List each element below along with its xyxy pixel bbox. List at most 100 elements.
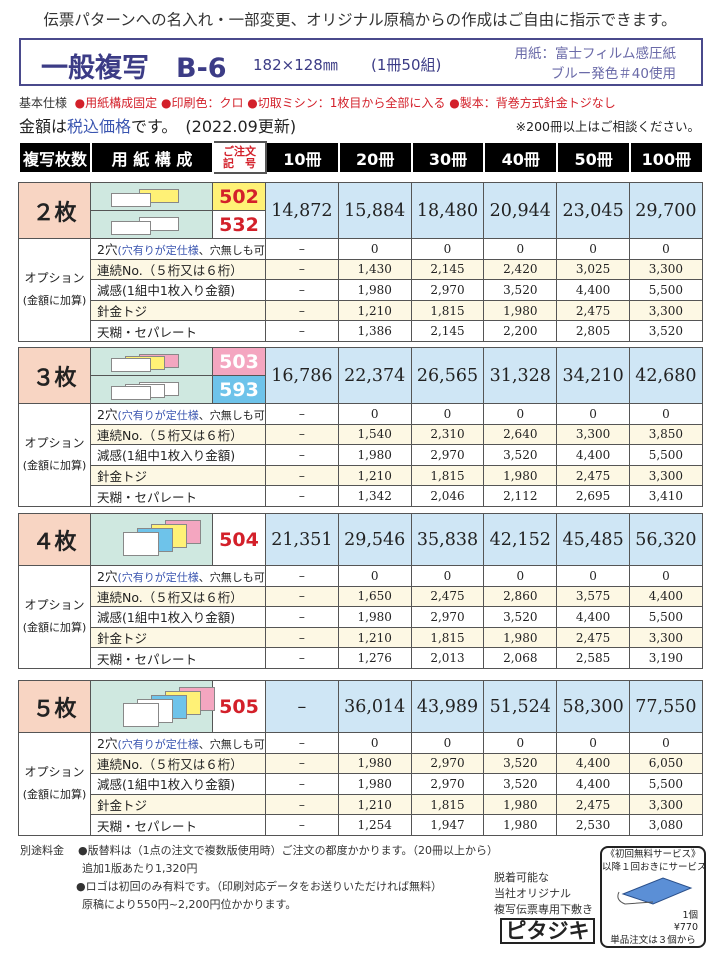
option-price: 3,025 (556, 258, 630, 281)
option-price: 2,530 (556, 814, 630, 836)
option-price: 0 (556, 238, 630, 260)
option-price: 2,068 (483, 647, 558, 669)
option-price: – (265, 238, 339, 260)
service-title: 《初回無料サービス》 (605, 849, 701, 860)
option-price: 1,540 (337, 423, 412, 446)
option-label: 連続No.（５桁又は６桁） (90, 423, 266, 446)
paper-line-2: ブルー発色＃40使用 (550, 66, 676, 82)
product-title: 一般複写 B-6 (41, 53, 227, 84)
extra-fee-label: 別途料金 (20, 844, 64, 857)
underlay-board-icon (617, 877, 693, 905)
option-price: 2,585 (556, 647, 630, 669)
base-price: 45,485 (556, 513, 630, 566)
option-price: – (265, 403, 339, 425)
option-price: 3,300 (628, 793, 703, 816)
option-price: – (265, 279, 339, 301)
option-sub: (金額に加算) (22, 788, 87, 802)
option-price: 0 (556, 403, 630, 425)
option-price: 2,970 (410, 773, 485, 795)
option-price: 0 (410, 732, 485, 754)
option-price: 2,475 (556, 793, 630, 816)
option-price: – (265, 444, 339, 466)
option-price: – (265, 773, 339, 795)
option-price: – (265, 752, 339, 775)
option-price: 0 (556, 732, 630, 754)
option-price: 1,815 (410, 299, 485, 322)
base-price: 29,546 (337, 513, 412, 566)
spec-item: ●印刷色：クロ (160, 96, 244, 110)
column-header: 50冊 (556, 141, 631, 174)
option-price: 0 (628, 238, 703, 260)
fee-line: ●ロゴは初回のみ有料です。（印刷対応データをお送りいただければ無料） (76, 880, 442, 893)
option-price: 3,080 (628, 814, 703, 836)
order-code: 504 (212, 513, 266, 566)
fee-line: 追加1版あたり1,320円 (82, 862, 198, 875)
option-label: 2穴(穴有りが定仕様、穴無しも可) (90, 238, 266, 260)
base-price-row: ４枚 504 21,351 29,546 35,838 42,152 45,485 56,32… (18, 513, 703, 566)
option-header: オプション (金額に加算) (18, 403, 91, 507)
min-order: 単品注文は３個から (610, 935, 696, 946)
option-price: 2,970 (410, 279, 485, 301)
option-price: 1,342 (337, 485, 412, 507)
option-row: 天糊・セパレート –1,276 2,013 2,068 2,585 3,190 (19, 647, 703, 669)
option-price: 1,980 (483, 793, 558, 816)
option-price: 0 (483, 238, 558, 260)
option-price: 0 (337, 403, 412, 425)
base-price: 51,524 (483, 680, 558, 733)
option-price: 2,420 (483, 258, 558, 281)
option-row: 針金トジ –1,210 1,815 1,980 2,475 3,300 (19, 793, 703, 816)
option-price: 1,980 (337, 444, 412, 466)
spec-item: ●製本：背巻方式針金トジなし (449, 96, 616, 110)
option-price: 1,947 (410, 814, 485, 836)
base-price: 22,374 (337, 347, 412, 404)
paper-diagram (90, 347, 213, 376)
option-price: 1,980 (483, 626, 558, 649)
option-price: 5,500 (628, 444, 703, 466)
option-label: 針金トジ (90, 299, 266, 322)
option-price: 1,210 (337, 793, 412, 816)
option-label: 減感(1組中1枚入り金額) (90, 773, 266, 795)
copy-count: ２枚 (18, 182, 91, 239)
pitajiki-desc: 脱着可能な 当社オリジナル 複写伝票専用下敷き (494, 870, 593, 918)
column-header: 10冊 (265, 141, 340, 174)
option-row: オプション (金額に加算) 2穴(穴有りが定仕様、穴無しも可) –0 0 0 0 0 (18, 565, 703, 669)
option-label: 減感(1組中1枚入り金額) (90, 444, 266, 466)
option-label: 2穴(穴有りが定仕様、穴無しも可) (90, 403, 266, 425)
option-price: 1,210 (337, 464, 412, 487)
option-price: 2,475 (556, 299, 630, 322)
option-header: オプション (金額に加算) (18, 238, 91, 342)
option-price: 3,300 (628, 299, 703, 322)
option-price: 3,300 (628, 626, 703, 649)
base-price: 77,550 (628, 680, 703, 733)
option-price: 1,430 (337, 258, 412, 281)
base-price: 42,680 (628, 347, 703, 404)
option-price: 1,276 (337, 647, 412, 669)
option-price: 1,980 (483, 464, 558, 487)
option-label: 減感(1組中1枚入り金額) (90, 279, 266, 301)
intro-text: 伝票パターンへの名入れ・一部変更、オリジナル原稿からの作成はご自由に指示できます… (43, 11, 677, 29)
option-price: – (265, 606, 339, 628)
column-header: 30冊 (410, 141, 486, 174)
base-price: 43,989 (410, 680, 485, 733)
base-price: 21,351 (265, 513, 339, 566)
option-label: 天糊・セパレート (90, 647, 266, 669)
paper-line-1: 用紙：富士フィルム感圧紙 (514, 46, 676, 62)
option-row: 減感(1組中1枚入り金額) –1,980 2,970 3,520 4,400 5,500 (19, 279, 703, 301)
base-price: – (265, 680, 339, 733)
option-row: 天糊・セパレート –1,386 2,145 2,200 2,805 3,520 (19, 320, 703, 342)
option-price: 2,112 (483, 485, 558, 507)
option-price: 1,980 (483, 299, 558, 322)
option-price: – (265, 585, 339, 608)
order-code: 505 (212, 680, 266, 733)
option-price: – (265, 423, 339, 446)
price-block: ４枚 504 21,351 29,546 35,838 42,152 45,485 56,32… (18, 513, 703, 669)
option-label: 減感(1組中1枚入り金額) (90, 606, 266, 628)
option-price: 4,400 (556, 752, 630, 775)
option-price: – (265, 814, 339, 836)
option-price: 1,980 (483, 814, 558, 836)
option-row: 連続No.（５桁又は６桁） –1,430 2,145 2,420 3,025 3,300 (19, 258, 703, 281)
option-price: 5,500 (628, 773, 703, 795)
option-price: 0 (628, 732, 703, 754)
basic-specs: 基本仕様 ●用紙構成固定 ●印刷色：クロ ●切取ミシン：1枚目から全部に入る ●… (19, 94, 616, 111)
option-price: 2,475 (410, 585, 485, 608)
